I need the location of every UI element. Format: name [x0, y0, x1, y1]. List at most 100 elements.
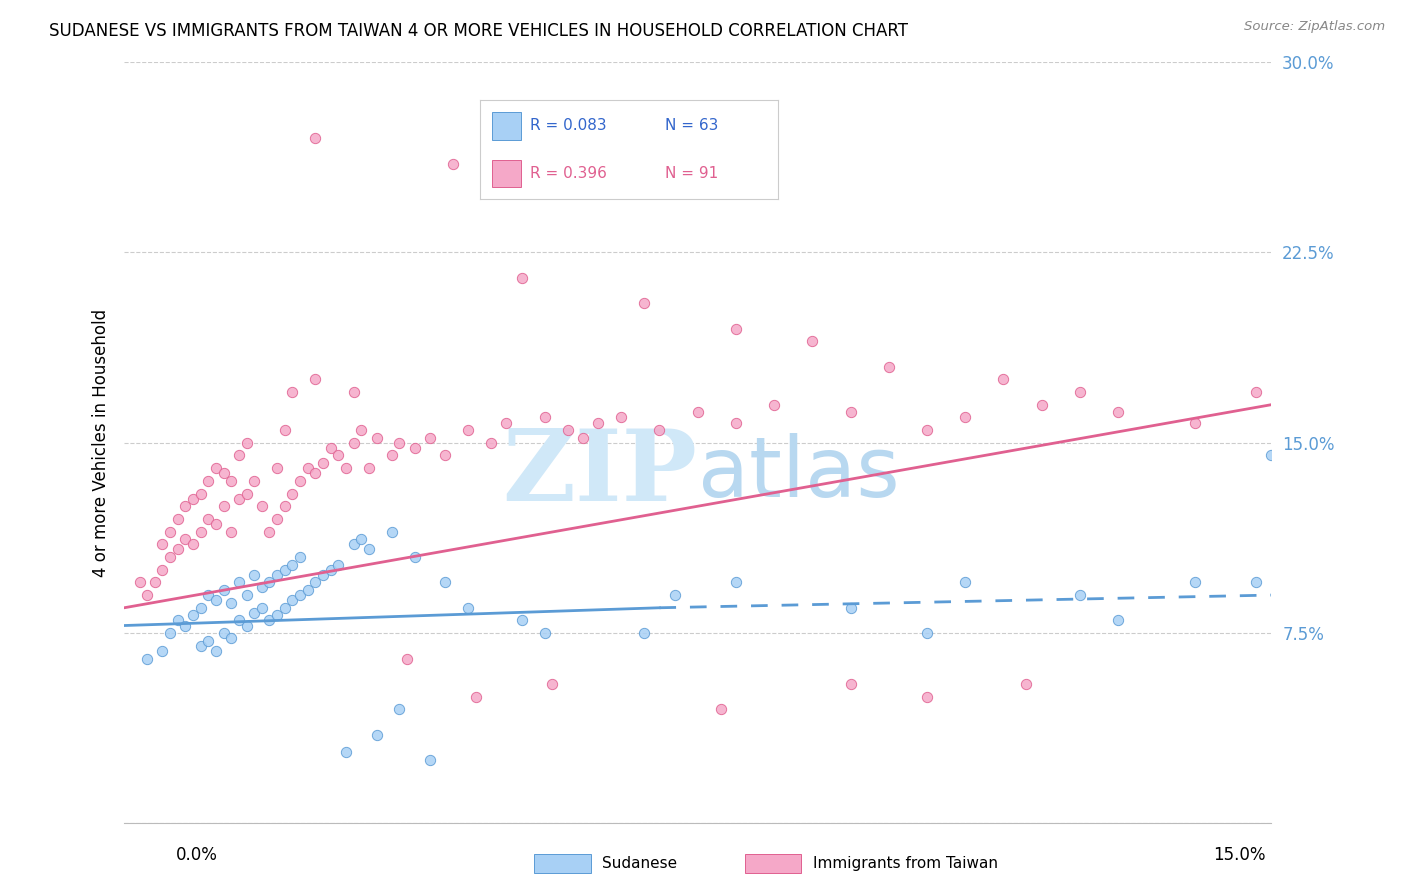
Point [212, 626, 235, 640]
Point [328, 449, 350, 463]
Point [174, 618, 197, 632]
Point [235, 486, 257, 500]
Point [243, 567, 266, 582]
Point [839, 677, 862, 691]
Point [335, 461, 357, 475]
Point [219, 596, 242, 610]
Point [243, 606, 266, 620]
Point [381, 524, 404, 539]
Point [396, 651, 419, 665]
Point [250, 500, 273, 514]
Point [205, 593, 228, 607]
Point [288, 474, 311, 488]
Point [312, 567, 335, 582]
Text: Sudanese: Sudanese [602, 856, 676, 871]
Point [136, 651, 159, 665]
Point [228, 614, 250, 628]
Point [839, 405, 862, 419]
Point [259, 575, 281, 590]
Point [228, 575, 250, 590]
Point [152, 563, 174, 577]
Point [510, 270, 533, 285]
Point [281, 558, 304, 572]
Point [152, 537, 174, 551]
Point [197, 633, 219, 648]
Point [205, 516, 228, 531]
Point [1107, 405, 1129, 419]
Point [250, 600, 273, 615]
Point [128, 575, 150, 590]
Point [281, 486, 304, 500]
Point [319, 563, 342, 577]
Point [159, 626, 181, 640]
Point [274, 423, 297, 437]
Point [335, 746, 357, 760]
Point [434, 575, 457, 590]
Point [181, 537, 204, 551]
Point [235, 618, 257, 632]
Point [219, 524, 242, 539]
Point [166, 542, 188, 557]
Point [457, 600, 479, 615]
Point [1107, 614, 1129, 628]
Point [181, 608, 204, 623]
Text: ZIP: ZIP [503, 425, 697, 522]
Point [533, 626, 555, 640]
Text: Immigrants from Taiwan: Immigrants from Taiwan [813, 856, 998, 871]
Point [159, 549, 181, 564]
Point [633, 296, 655, 310]
Point [228, 449, 250, 463]
Point [1031, 398, 1053, 412]
Point [205, 644, 228, 658]
Point [877, 359, 900, 374]
Point [304, 131, 326, 145]
Point [357, 542, 380, 557]
Point [357, 461, 380, 475]
Point [388, 702, 411, 716]
Point [350, 423, 373, 437]
Text: atlas: atlas [697, 433, 900, 514]
Point [586, 416, 609, 430]
Point [1184, 575, 1206, 590]
Point [274, 600, 297, 615]
Point [342, 537, 364, 551]
Point [297, 582, 319, 597]
Point [136, 588, 159, 602]
Point [219, 474, 242, 488]
Point [181, 491, 204, 506]
Point [342, 435, 364, 450]
Point [190, 600, 212, 615]
Point [219, 631, 242, 645]
Point [557, 423, 579, 437]
Point [297, 461, 319, 475]
Point [159, 524, 181, 539]
Point [274, 563, 297, 577]
Y-axis label: 4 or more Vehicles in Household: 4 or more Vehicles in Household [93, 309, 110, 577]
Point [915, 626, 938, 640]
Point [441, 156, 464, 170]
Point [266, 608, 288, 623]
Point [388, 435, 411, 450]
Point [281, 593, 304, 607]
Point [419, 431, 441, 445]
Point [197, 474, 219, 488]
Point [404, 441, 426, 455]
Point [190, 486, 212, 500]
Point [190, 639, 212, 653]
Point [404, 549, 426, 564]
Point [1015, 677, 1038, 691]
Point [724, 416, 747, 430]
Point [166, 614, 188, 628]
Point [610, 410, 633, 425]
Point [266, 567, 288, 582]
Point [1244, 575, 1267, 590]
Point [174, 533, 197, 547]
Point [228, 491, 250, 506]
Point [235, 435, 257, 450]
Point [304, 467, 326, 481]
Point [724, 321, 747, 335]
Point [366, 728, 388, 742]
Point [801, 334, 824, 349]
Point [915, 423, 938, 437]
Point [205, 461, 228, 475]
